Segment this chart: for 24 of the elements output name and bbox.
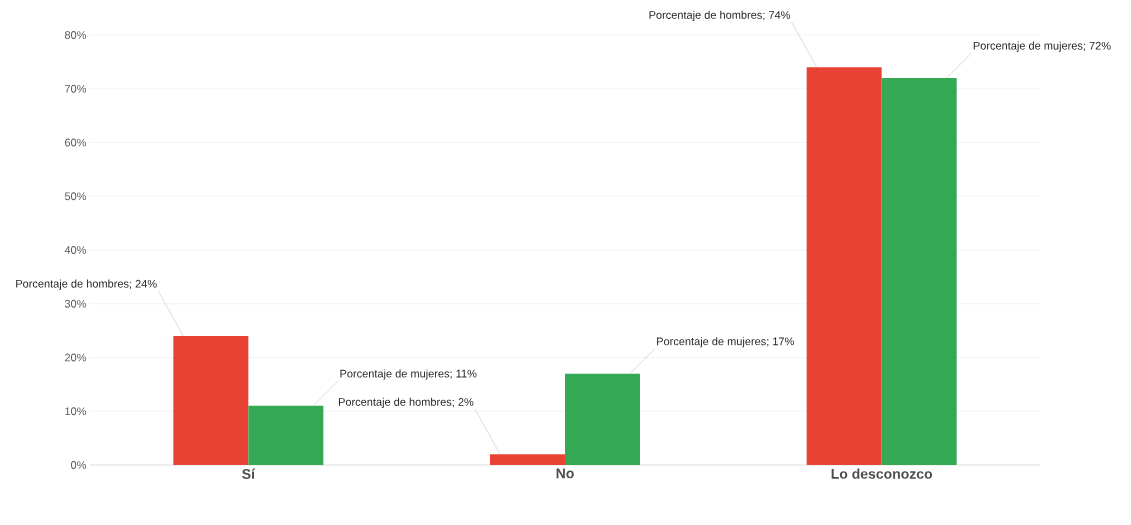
x-tick-label: Lo desconozco [831, 468, 933, 479]
y-tick-label: 10% [65, 407, 87, 416]
data-label: Porcentaje de hombres; 74% [649, 10, 791, 22]
x-tick-label: No [556, 468, 574, 479]
data-label: Porcentaje de mujeres; 11% [340, 369, 477, 380]
bar [248, 405, 324, 465]
data-label: Porcentaje de mujeres; 17% [657, 337, 794, 348]
bar [565, 373, 641, 465]
bar [490, 454, 566, 465]
bar [173, 336, 249, 465]
y-tick-label: 30% [64, 299, 87, 308]
bar [881, 78, 957, 465]
y-tick-label: 50% [64, 192, 87, 201]
y-tick-label: 80% [64, 31, 87, 39]
y-tick-label: 20% [65, 353, 87, 362]
x-tick-label: Sí [242, 468, 256, 479]
y-tick-label: 60% [65, 138, 87, 147]
y-tick-label: 70% [65, 84, 87, 93]
bar [806, 67, 882, 465]
data-label: Porcentaje de hombres; 24% [16, 279, 157, 290]
y-tick-label: 40% [64, 246, 87, 254]
data-label: Porcentaje de hombres; 2% [338, 397, 474, 409]
data-label: Porcentaje de mujeres; 72% [973, 41, 1111, 52]
y-tick-label: 0% [71, 461, 87, 469]
